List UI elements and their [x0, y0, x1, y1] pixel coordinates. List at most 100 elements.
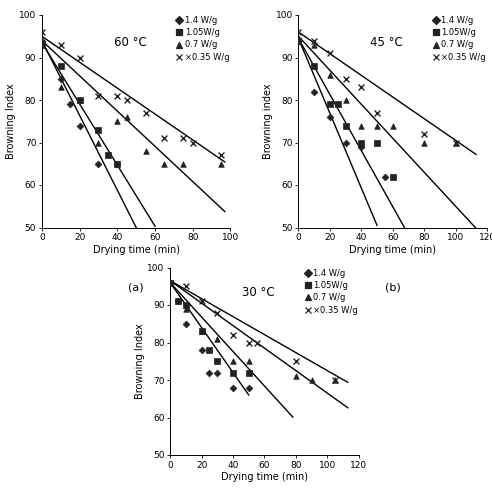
Legend: 1.4 W/g, 1.05W/g, 0.7 W/g, ×0.35 W/g: 1.4 W/g, 1.05W/g, 0.7 W/g, ×0.35 W/g	[176, 15, 230, 62]
X-axis label: Drying time (min): Drying time (min)	[349, 245, 436, 255]
Y-axis label: Browning Index: Browning Index	[6, 84, 16, 159]
Point	[180, 160, 187, 168]
Point	[174, 297, 182, 305]
Point	[326, 100, 334, 108]
Point	[76, 122, 84, 130]
Point	[76, 96, 84, 104]
Point	[57, 41, 64, 49]
Point	[214, 335, 221, 343]
Point	[310, 36, 318, 44]
Y-axis label: Browning index: Browning index	[263, 84, 273, 159]
Point	[292, 372, 300, 380]
Point	[182, 304, 190, 313]
Point	[326, 70, 334, 78]
Text: 60 °C: 60 °C	[114, 36, 146, 50]
Point	[166, 278, 174, 286]
Point	[245, 368, 253, 376]
Point	[123, 96, 131, 104]
Point	[308, 376, 315, 384]
Legend: 1.4 W/g, 1.05W/g, 0.7 W/g, ×0.35 W/g: 1.4 W/g, 1.05W/g, 0.7 W/g, ×0.35 W/g	[433, 15, 487, 62]
Point	[198, 297, 206, 305]
Point	[217, 160, 225, 168]
Point	[310, 62, 318, 70]
Point	[180, 134, 187, 142]
Point	[160, 160, 168, 168]
Point	[389, 122, 397, 130]
Point	[182, 282, 190, 290]
X-axis label: Drying time (min): Drying time (min)	[92, 245, 180, 255]
Text: (a): (a)	[128, 283, 144, 292]
Point	[94, 138, 102, 146]
Point	[123, 113, 131, 121]
Point	[341, 122, 349, 130]
Point	[182, 320, 190, 328]
Point	[229, 384, 237, 392]
Point	[38, 41, 46, 49]
Point	[229, 357, 237, 365]
Point	[38, 41, 46, 49]
Point	[245, 338, 253, 346]
Point	[253, 338, 261, 346]
Point	[331, 376, 339, 384]
Point	[310, 41, 318, 49]
Point	[214, 308, 221, 316]
Point	[326, 113, 334, 121]
Text: 45 °C: 45 °C	[370, 36, 403, 50]
Point	[420, 138, 428, 146]
Point	[206, 368, 214, 376]
Point	[357, 143, 365, 151]
Point	[373, 138, 381, 146]
Point	[166, 278, 174, 286]
Point	[142, 147, 150, 155]
Y-axis label: Browning Index: Browning Index	[134, 324, 145, 399]
Point	[295, 36, 303, 44]
Point	[381, 172, 389, 180]
Point	[113, 92, 121, 100]
Point	[66, 100, 74, 108]
Point	[357, 122, 365, 130]
Point	[420, 130, 428, 138]
Point	[57, 83, 64, 91]
Point	[452, 138, 460, 146]
Point	[189, 138, 197, 146]
Point	[113, 160, 121, 168]
Point	[292, 357, 300, 365]
Point	[76, 96, 84, 104]
Point	[214, 357, 221, 365]
Point	[198, 327, 206, 335]
Point	[94, 92, 102, 100]
Point	[389, 172, 397, 180]
Point	[174, 297, 182, 305]
Point	[160, 134, 168, 142]
Point	[76, 54, 84, 62]
Point	[57, 74, 64, 82]
Point	[166, 278, 174, 286]
Point	[295, 36, 303, 44]
Point	[326, 49, 334, 57]
Point	[182, 301, 190, 309]
Point	[357, 138, 365, 146]
Text: 30 °C: 30 °C	[242, 286, 275, 299]
Point	[357, 83, 365, 91]
Point	[341, 96, 349, 104]
Point	[217, 151, 225, 159]
Point	[38, 28, 46, 36]
Text: (b): (b)	[385, 283, 400, 292]
Point	[452, 138, 460, 146]
Point	[206, 346, 214, 354]
Point	[341, 138, 349, 146]
Point	[166, 278, 174, 286]
Point	[341, 74, 349, 82]
Point	[245, 384, 253, 392]
Point	[295, 28, 303, 36]
Point	[229, 331, 237, 339]
X-axis label: Drying time (min): Drying time (min)	[221, 472, 308, 482]
Point	[94, 126, 102, 134]
Legend: 1.4 W/g, 1.05W/g, 0.7 W/g, ×0.35 W/g: 1.4 W/g, 1.05W/g, 0.7 W/g, ×0.35 W/g	[305, 268, 358, 316]
Point	[373, 109, 381, 117]
Point	[331, 376, 339, 384]
Point	[113, 117, 121, 125]
Point	[94, 160, 102, 168]
Point	[198, 346, 206, 354]
Point	[57, 62, 64, 70]
